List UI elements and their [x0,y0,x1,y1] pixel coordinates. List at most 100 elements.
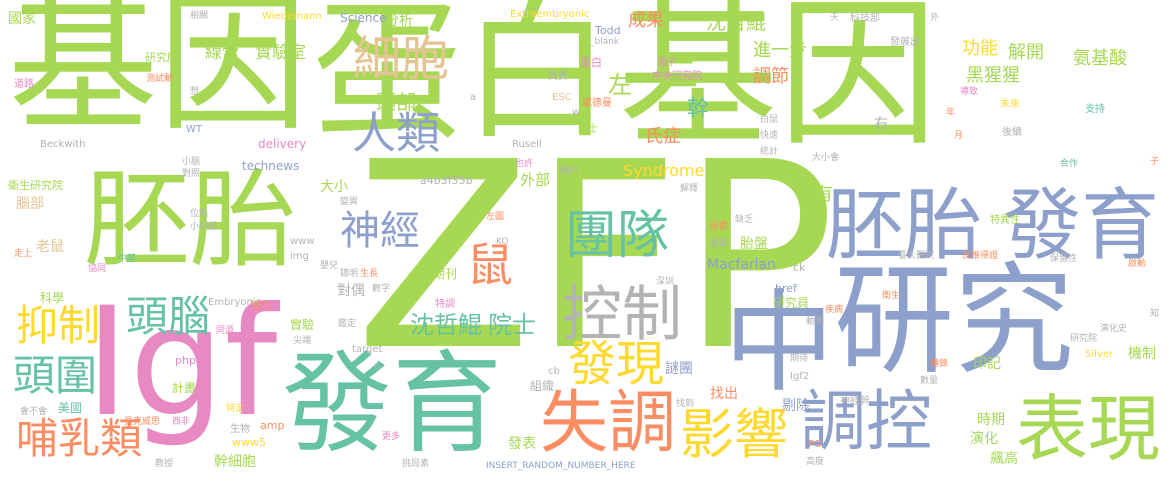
word-yexu: 也許 [515,159,534,169]
word-shengzhang: 生長 [360,269,379,279]
word-a4b3f35b: a4b3f35b [420,174,473,187]
word-xifei: 西非 [172,417,191,427]
word-yanjiuyuan-1: 研究員 [773,296,810,310]
word-biaogao: 飆高 [990,451,1018,467]
word-shu: 鼠 [467,238,513,292]
word-weisheng-2: 衛生 [882,291,901,301]
word-po: PO [808,439,822,450]
word-naobu: 腦部 [16,196,44,212]
word-zhaochu: 找出 [710,386,738,402]
word-tongji: 統計 [760,147,779,157]
word-toubu: 頭部 [376,90,416,114]
word-zhuanlu: 轉錄 [930,359,949,369]
word-tongyuan: 同源 [216,326,235,336]
word-extraembryonic: Extraembryonic [510,9,590,20]
word-yanjiusuo: 研究所 [145,51,178,64]
word-gaodu: 高度 [806,457,825,467]
word-shiyanshi: 實驗室 [255,43,306,63]
word-fenxi: 分析 [385,13,413,29]
word-weideman: 威德曼 [582,98,612,109]
word-www5: www5 [232,436,266,449]
word-tian: 天 [830,13,840,23]
word-yuanshi-1: 院士 [488,311,536,339]
word-bianyi: 變異 [340,197,359,207]
word-zhongji: 中基 [118,254,137,264]
word-gongneng: 功能 [962,38,998,59]
word-ganxibao: 幹細胞 [214,454,256,470]
word-jiyin-1: 基因 [8,0,309,152]
word-taida: 臺大醫院 [898,251,935,261]
word-daxiaohui: 大小會 [812,153,840,163]
word-zfp: ZFP [355,107,836,407]
word-blank: _blank [590,37,620,47]
word-baoliu: 保留性 [1050,254,1078,264]
word-shenzhen: 深圳 [656,277,675,287]
word-wiedemann: Wiedemann [262,11,322,22]
word-daxiao: 大小 [320,179,348,195]
word-www: www [290,236,315,247]
word-zi: 子 [1150,157,1160,167]
word-embryonic: Embryonic [208,297,262,308]
word-tiaokong: 調控 [800,383,932,460]
word-dongwu: 動物 [806,317,825,327]
word-houxu: 後續 [1002,127,1022,138]
word-esc: ESC [552,92,572,103]
word-yanhua: 演化 [970,431,998,447]
word-wt: WT [186,124,202,135]
word-href: href [775,282,797,295]
word-zhichi: 支持 [1085,104,1105,115]
word-congming: 聰明 [340,269,359,279]
word-beikesi: 貝克威思 [124,417,161,427]
word-shizheng: 氏症 [645,126,681,147]
word-fantui: 反推得證 [962,251,999,261]
word-yinger: 嬰兒 [320,261,339,271]
word-nian: 年 [946,108,956,118]
word-daozhi: 導致 [960,87,979,97]
word-biaoxian: 表現 [1016,387,1161,471]
word-qidai: 期待 [790,354,809,364]
word-silver: Silver [1085,349,1114,360]
word-weisheng: 衛生研究院 [8,179,63,192]
word-zhong: 中 [724,279,834,407]
word-shitiao: 失調 [540,384,677,463]
word-baishu: 白鼠 [760,115,779,125]
word-duiou: 對偶 [337,283,365,299]
word-chengguo: 成果 [628,10,664,31]
word-laoshu: 老鼠 [36,239,64,255]
word-renlei: 人類 [352,108,440,159]
word-meiguo: 美國 [58,401,83,415]
word-faxian: 發現 [568,336,665,392]
word-syndrome: Syndrome [623,161,705,180]
word-daolu: 道路 [14,79,34,90]
word-jiyin-2: 基因 [618,0,939,168]
word-shenjing: 神經 [340,208,420,254]
word-teding: 特定 [226,404,245,414]
word-shiyan: 實驗 [290,318,315,332]
word-beckwith: Beckwith [40,139,86,150]
word-hezuo: 合作 [1060,159,1079,169]
word-jihua: 計畫 [172,381,197,395]
word-delivery: delivery [258,137,307,151]
word-fuze: 負責 [548,71,568,82]
word-cb: cb [548,366,560,377]
word-xiang: 想 [190,87,200,97]
word-tuandui: 團隊 [565,206,670,266]
word-waibu: 外部 [520,171,551,189]
word-php: php [175,354,196,367]
word-heixingxing: 黑猩猩 [966,65,1020,86]
word-jiekai: 解開 [1008,42,1044,63]
word-todd: Todd [595,24,621,37]
word-igf: Igf [85,276,278,450]
word-kejibu: 科技部 [850,13,880,24]
word-technews: technews [242,159,300,173]
word-amp: amp [260,419,285,432]
word-shenzhekun-2: 沈哲鯤 [706,10,766,34]
word-a: a [470,92,477,103]
word-shuliang: 數量 [920,376,939,386]
word-zuzhi: 組織 [530,379,555,393]
word-er: 二 [660,52,699,96]
word-yue: 越 [608,162,624,180]
word-science: Science [340,11,387,25]
word-danbai-small: 蛋白 [580,56,602,69]
